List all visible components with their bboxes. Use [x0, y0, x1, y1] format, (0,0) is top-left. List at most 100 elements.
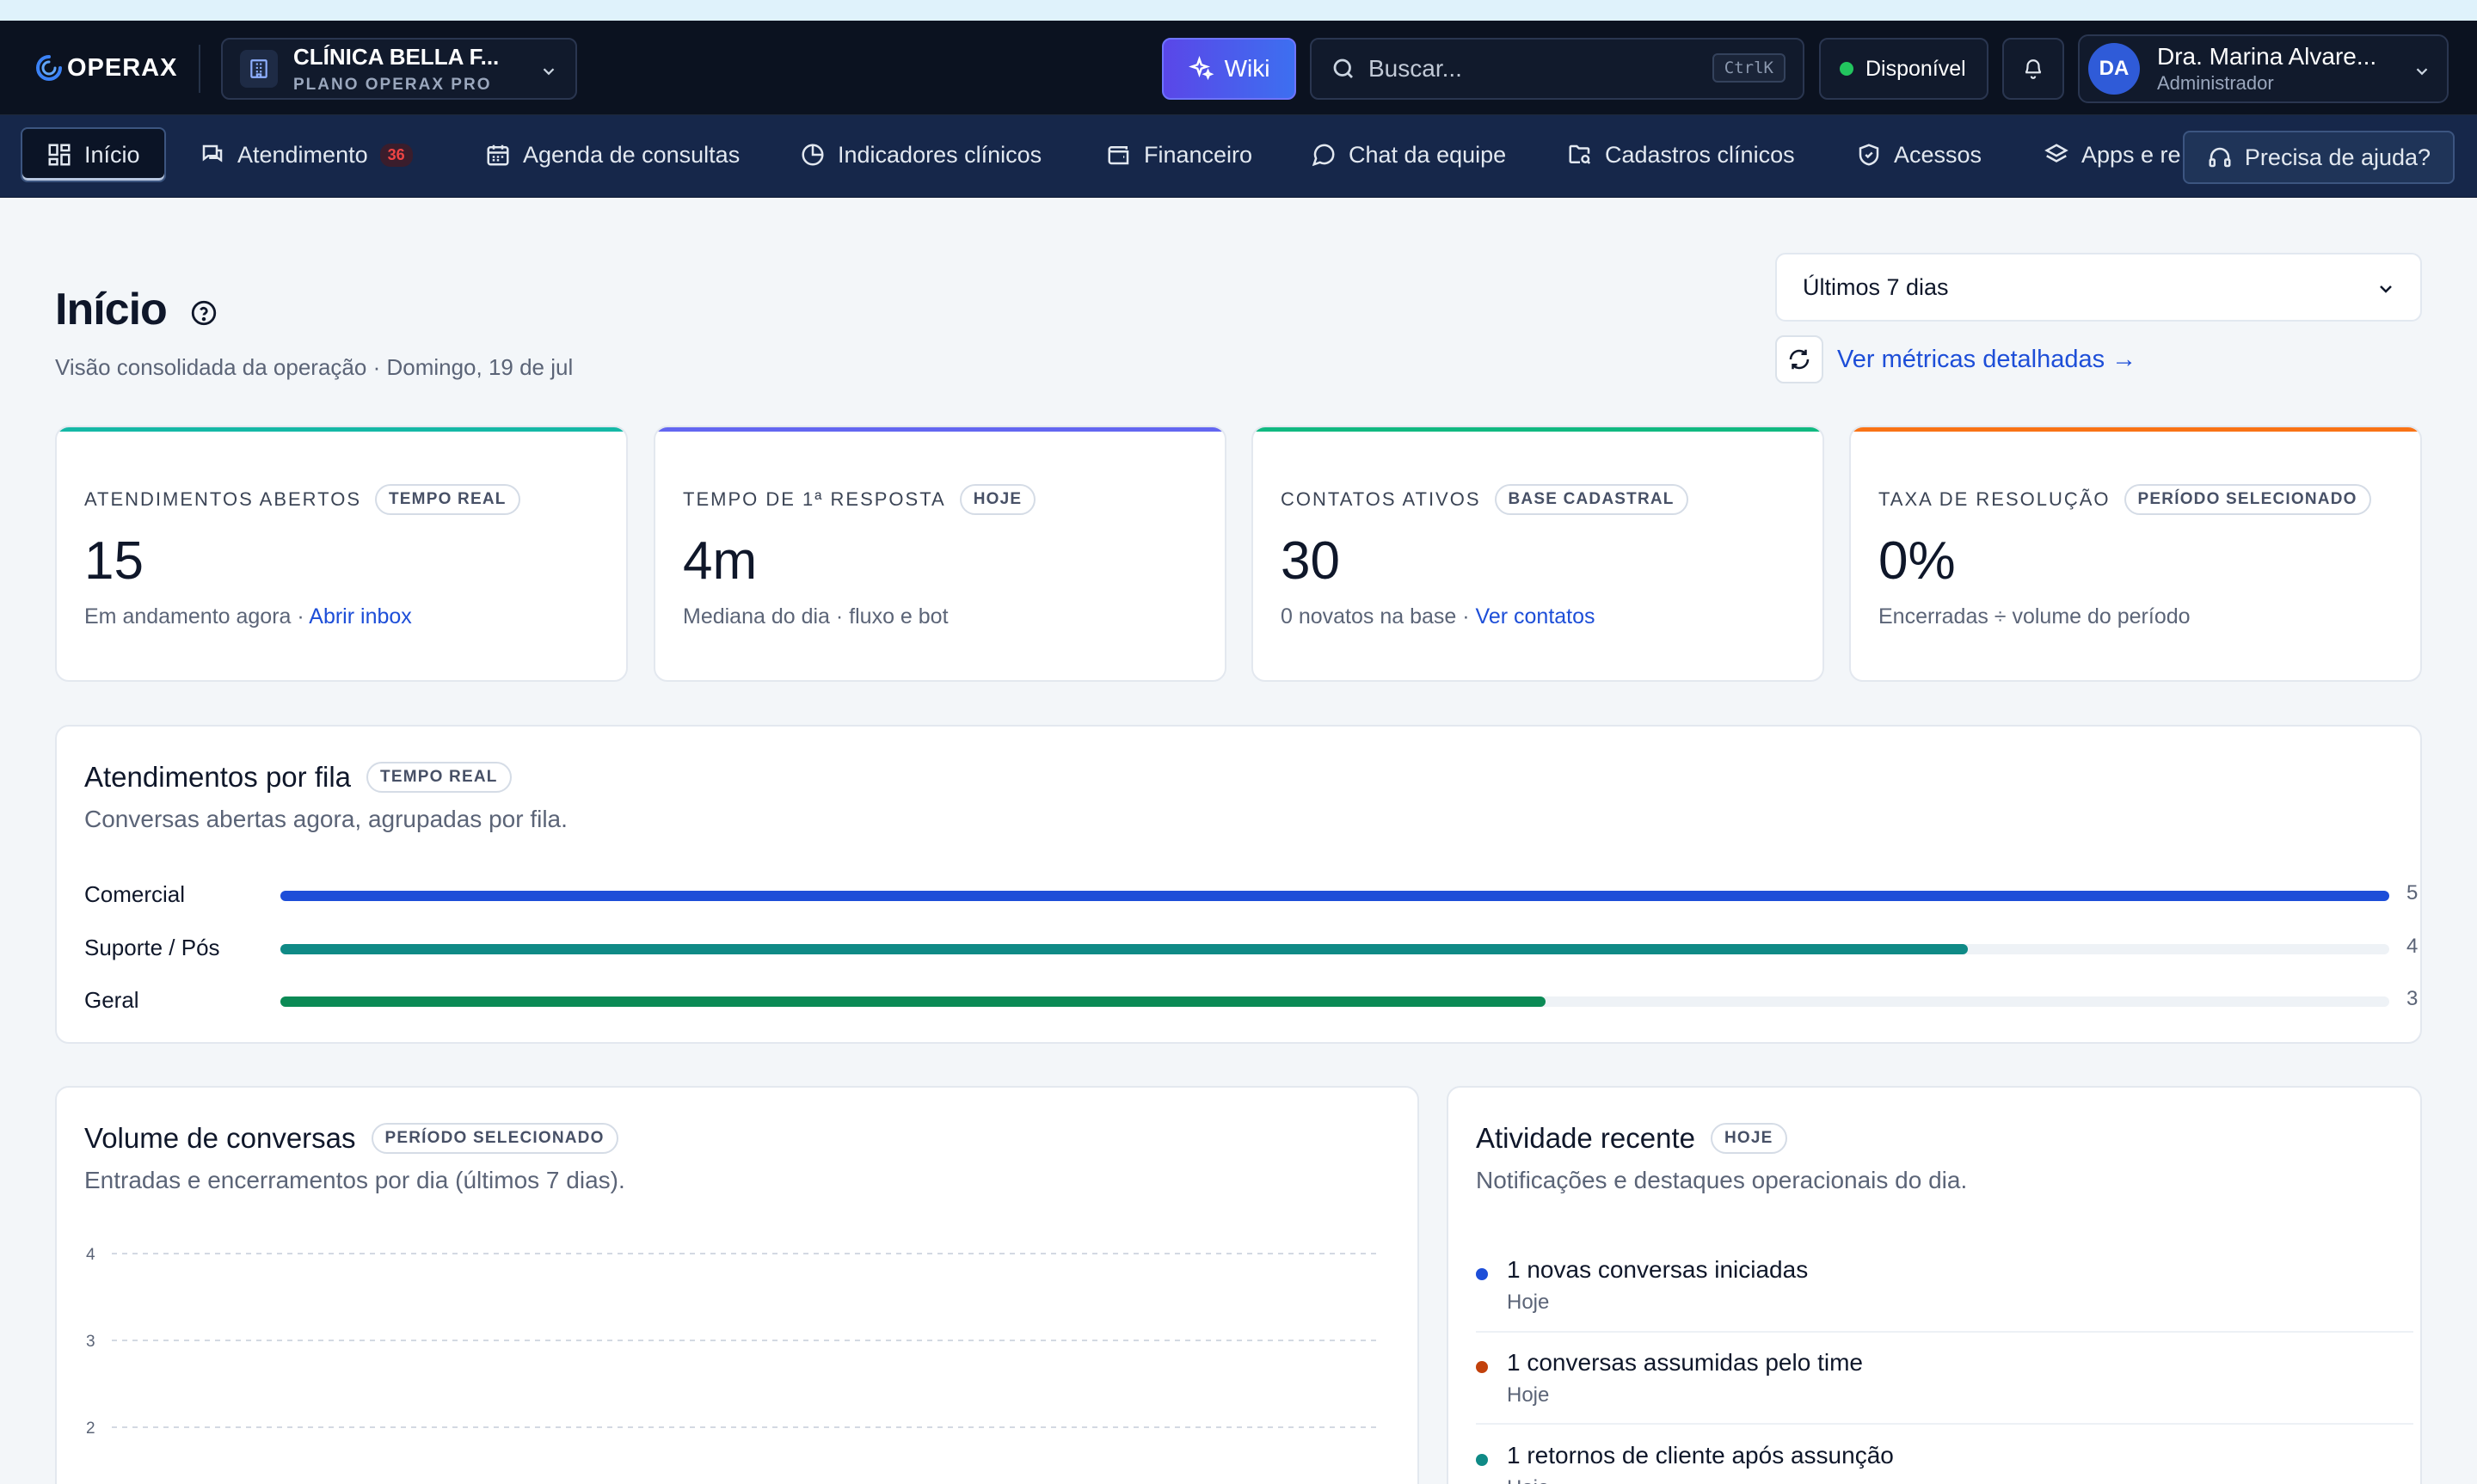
activity-time: Hoje	[1507, 1291, 1550, 1314]
nav-item-inicio[interactable]: Início	[21, 127, 166, 182]
kpi-label: ATENDIMENTOS ABERTOS	[84, 488, 361, 510]
user-name: Dra. Marina Alvare...	[2157, 43, 2377, 70]
queue-name: Comercial	[84, 881, 186, 907]
kpi-note: 0 novatos na base ·	[1281, 604, 1476, 629]
kpi-note: Em andamento agora ·	[84, 604, 310, 629]
nav-label: Financeiro	[1144, 141, 1253, 168]
folder-search-icon	[1569, 144, 1591, 164]
layers-icon	[2044, 144, 2068, 163]
nav-label: Indicadores clínicos	[838, 141, 1042, 168]
queue-count: 3	[2406, 987, 2419, 1010]
search-input[interactable]	[1368, 55, 1695, 83]
nav-label: Acessos	[1894, 141, 1982, 168]
org-name: CLÍNICA BELLA F...	[293, 43, 500, 70]
wiki-button[interactable]: Wiki	[1162, 38, 1296, 100]
activity-time: Hoje	[1507, 1383, 1550, 1407]
kpi-label: TEMPO DE 1ª RESPOSTA	[683, 488, 946, 510]
nav-item-cadastros[interactable]: Cadastros clínicos	[1567, 127, 1795, 182]
kpi-note: Mediana do dia · fluxo e bot	[683, 604, 949, 629]
help-button[interactable]: Precisa de ajuda?	[2183, 131, 2455, 184]
view-contacts-link[interactable]: Ver contatos	[1475, 604, 1595, 629]
nav-item-chat[interactable]: Chat da equipe	[1311, 127, 1506, 182]
availability-status[interactable]: Disponível	[1819, 38, 1988, 100]
card-subtitle: Entradas e encerramentos por dia (último…	[84, 1167, 625, 1193]
unread-badge: 36	[379, 143, 413, 167]
activity-dot	[1476, 1454, 1488, 1466]
calendar-icon	[487, 144, 509, 166]
bell-icon	[2025, 59, 2042, 79]
kpi-accent	[1253, 427, 1822, 432]
nav-item-agenda[interactable]: Agenda de consultas	[485, 127, 740, 182]
kpi-accent	[57, 427, 626, 432]
volume-card: Volume de conversas PERÍODO SELECIONADO …	[55, 1086, 1419, 1484]
page-title: Início	[55, 285, 168, 334]
period-select[interactable]: Últimos 7 dias	[1775, 253, 2422, 322]
main-nav: Início Atendimento 36 Agenda de consulta…	[0, 115, 2477, 198]
queue-name: Geral	[84, 987, 139, 1013]
kpi-pill: TEMPO REAL	[375, 484, 520, 515]
kpi-value: 4m	[683, 531, 758, 591]
search-shortcut: CtrlK	[1712, 53, 1786, 83]
volume-chart: 4 3 2	[86, 1246, 1378, 1438]
nav-item-acessos[interactable]: Acessos	[1856, 127, 1982, 182]
nav-label: Agenda de consultas	[523, 141, 741, 168]
kpi-accent	[655, 427, 1225, 432]
kpi-value: 0%	[1878, 531, 1956, 591]
status-dot	[1840, 62, 1853, 76]
kpi-value: 15	[84, 531, 144, 591]
card-subtitle: Conversas abertas agora, agrupadas por f…	[84, 806, 568, 832]
card-title: Atividade recente	[1476, 1122, 1695, 1154]
queue-count: 4	[2406, 935, 2419, 958]
chat-square-icon	[202, 144, 223, 163]
message-circle-icon	[1312, 144, 1335, 167]
nav-item-apps[interactable]: Apps e re	[2044, 127, 2181, 182]
avatar: DA	[2088, 43, 2140, 95]
activity-text: 1 retornos de cliente após assunção	[1507, 1442, 1894, 1469]
queue-track	[280, 944, 2389, 954]
org-switcher[interactable]: CLÍNICA BELLA F... PLANO OPERAX PRO	[221, 38, 577, 100]
refresh-button[interactable]	[1775, 335, 1823, 383]
search-box[interactable]: CtrlK	[1310, 38, 1804, 100]
queue-bar	[280, 891, 2389, 901]
activity-text: 1 novas conversas iniciadas	[1507, 1256, 1809, 1283]
kpi-note: Encerradas ÷ volume do período	[1878, 604, 2191, 629]
wiki-label: Wiki	[1224, 55, 1270, 82]
kpi-card-contatos: CONTATOS ATIVOS BASE CADASTRAL 30 0 nova…	[1251, 426, 1824, 682]
org-plan: PLANO OPERAX PRO	[293, 75, 492, 94]
brand-name: OPERAX	[67, 53, 178, 82]
kpi-card-atendimentos: ATENDIMENTOS ABERTOS TEMPO REAL 15 Em an…	[55, 426, 628, 682]
activity-time: Hoje	[1507, 1476, 1549, 1484]
nav-item-atendimento[interactable]: Atendimento 36	[200, 127, 413, 182]
queue-track	[280, 996, 2389, 1007]
kpi-label: CONTATOS ATIVOS	[1281, 488, 1481, 510]
nav-item-indicadores[interactable]: Indicadores clínicos	[800, 127, 1042, 182]
page-subtitle: Visão consolidada da operação · Domingo,…	[55, 354, 574, 380]
help-circle-icon[interactable]	[189, 298, 218, 328]
brand-logo[interactable]: OPERAX	[34, 53, 177, 83]
queue-bar	[280, 996, 1546, 1007]
grid-icon	[48, 144, 71, 166]
kpi-card-tempo-resposta: TEMPO DE 1ª RESPOSTA HOJE 4m Mediana do …	[654, 426, 1226, 682]
nav-item-financeiro[interactable]: Financeiro	[1106, 127, 1252, 182]
status-label: Disponível	[1865, 56, 1966, 81]
activity-divider	[1476, 1331, 2413, 1333]
search-icon	[1333, 58, 1353, 78]
y-tick-label: 3	[86, 1333, 95, 1351]
kpi-pill: HOJE	[959, 484, 1036, 515]
headphones-icon	[2209, 147, 2231, 168]
metrics-link[interactable]: Ver métricas detalhadas →	[1837, 346, 2137, 373]
kpi-accent	[1851, 427, 2420, 432]
queue-row: Suporte / Pós 4	[84, 931, 2420, 966]
app-header: OPERAX CLÍNICA BELLA F... PLANO OPERAX P…	[0, 21, 2477, 115]
user-menu[interactable]: DA Dra. Marina Alvare... Administrador	[2078, 34, 2449, 103]
open-inbox-link[interactable]: Abrir inbox	[309, 604, 412, 629]
nav-label: Apps e re	[2081, 141, 2181, 168]
queue-row: Geral 3	[84, 984, 2420, 1018]
chevron-down-icon	[2416, 68, 2428, 76]
notifications-button[interactable]	[2002, 38, 2064, 100]
kpi-pill: PERÍODO SELECIONADO	[2124, 484, 2371, 515]
card-subtitle: Notificações e destaques operacionais do…	[1476, 1167, 1968, 1193]
header-divider	[199, 45, 200, 93]
user-role: Administrador	[2157, 72, 2274, 94]
wallet-icon	[1108, 146, 1129, 165]
